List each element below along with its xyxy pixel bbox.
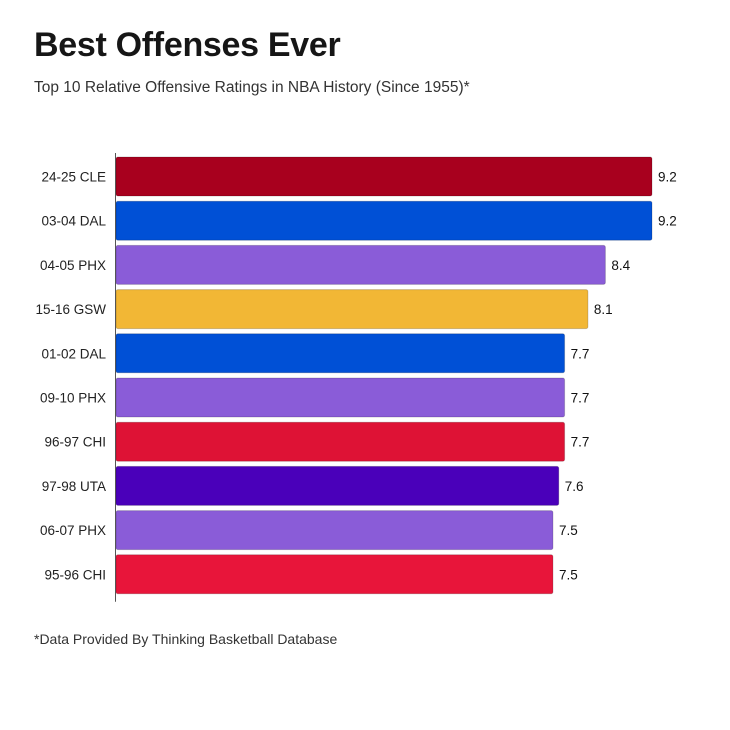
category-label: 95-96 CHI xyxy=(44,567,106,582)
category-label: 01-02 DAL xyxy=(41,346,106,361)
value-label: 9.2 xyxy=(658,170,677,185)
category-label: 24-25 CLE xyxy=(41,170,106,185)
bar-24-25-cle xyxy=(115,156,653,197)
value-label: 7.7 xyxy=(571,346,590,361)
bar-06-07-phx xyxy=(115,510,554,551)
bar-97-98-uta xyxy=(115,465,560,506)
bar-09-10-phx xyxy=(115,377,566,418)
chart-title: Best Offenses Ever xyxy=(34,26,341,64)
value-label: 7.5 xyxy=(559,567,578,582)
category-label: 96-97 CHI xyxy=(44,435,106,450)
bar-04-05-phx xyxy=(115,244,606,285)
value-label: 7.7 xyxy=(571,391,590,406)
category-label: 04-05 PHX xyxy=(40,258,106,273)
category-label: 09-10 PHX xyxy=(40,391,106,406)
category-label: 97-98 UTA xyxy=(42,479,106,494)
value-label: 7.6 xyxy=(565,479,584,494)
footnote: *Data Provided By Thinking Basketball Da… xyxy=(34,631,338,647)
bar-03-04-dal xyxy=(115,200,653,241)
value-label: 8.1 xyxy=(594,302,613,317)
bar-15-16-gsw xyxy=(115,289,589,330)
bar-95-96-chi xyxy=(115,554,554,595)
chart-subtitle: Top 10 Relative Offensive Ratings in NBA… xyxy=(34,79,470,96)
category-label: 15-16 GSW xyxy=(35,302,106,317)
value-label: 7.5 xyxy=(559,523,578,538)
category-label: 03-04 DAL xyxy=(41,214,106,229)
bars-layer: 24-25 CLE 9.2 03-04 DAL 9.2 04-05 PHX 8.4 15-1… xyxy=(35,156,677,595)
value-label: 7.7 xyxy=(571,435,590,450)
category-label: 06-07 PHX xyxy=(40,523,106,538)
bar-01-02-dal xyxy=(115,333,566,374)
value-label: 8.4 xyxy=(611,258,630,273)
value-label: 9.2 xyxy=(658,214,677,229)
bar-96-97-chi xyxy=(115,421,566,462)
